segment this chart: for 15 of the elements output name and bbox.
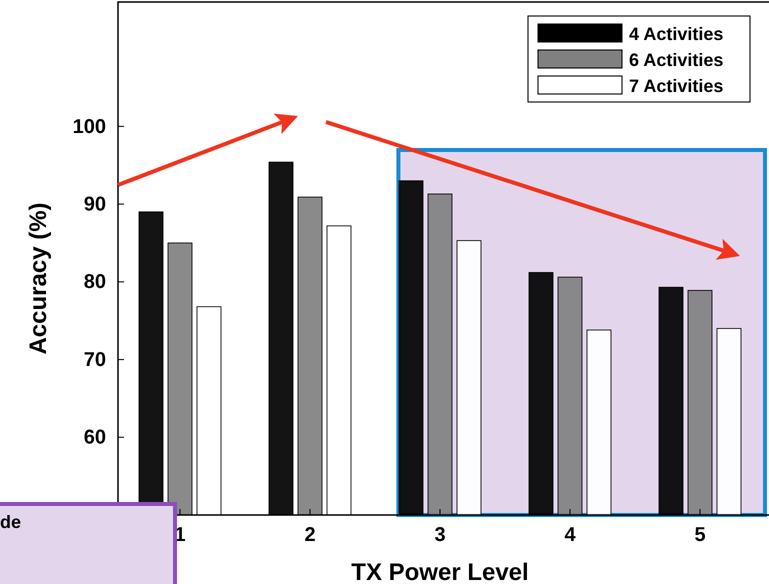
x-tick-label: 4 <box>564 524 576 546</box>
text: de <box>0 512 22 532</box>
y-tick-label: 60 <box>84 426 106 449</box>
x-axis-title: TX Power Level <box>351 559 529 584</box>
y-tick-label: 80 <box>84 271 106 294</box>
legend-label: 6 Activities <box>629 50 724 70</box>
y-tick-label: 100 <box>72 116 106 138</box>
x-tick-label: 5 <box>694 524 706 546</box>
y-tick-label: 90 <box>84 193 106 216</box>
x-tick-label: 3 <box>434 524 446 546</box>
legend-label: 4 Activities <box>629 24 724 44</box>
x-tick-label: 2 <box>304 524 316 546</box>
y-axis-title: Accuracy (%) <box>25 202 52 355</box>
y-tick-label: 70 <box>84 348 106 371</box>
legend-label: 7 Activities <box>629 76 724 96</box>
